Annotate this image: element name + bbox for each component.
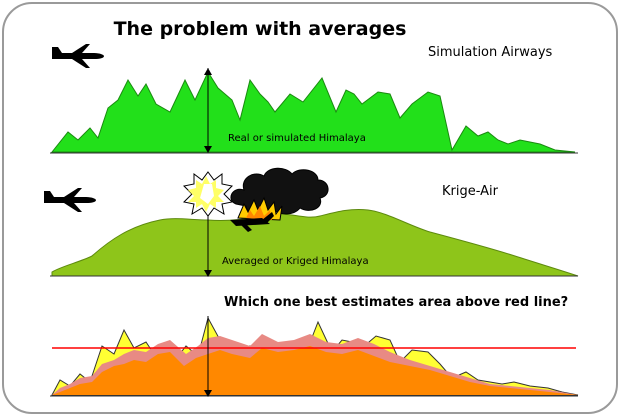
kriged-himalaya-profile — [51, 209, 579, 277]
wreckage-icon — [230, 212, 274, 232]
airplane-icon — [44, 188, 96, 212]
caption-kriged: Averaged or Kriged Himalaya — [222, 256, 369, 267]
airline-label-simulation: Simulation Airways — [428, 45, 553, 60]
explosion-icon — [182, 171, 234, 217]
average-profile-overlay — [52, 346, 578, 395]
airline-label-krige: Krige-Air — [442, 184, 498, 199]
question-text: Which one best estimates area above red … — [224, 295, 569, 310]
simulated-himalaya-profile — [50, 70, 576, 153]
airplane-icon — [52, 44, 104, 68]
caption-simulated: Real or simulated Himalaya — [228, 133, 366, 144]
slide-title: The problem with averages — [113, 18, 407, 40]
